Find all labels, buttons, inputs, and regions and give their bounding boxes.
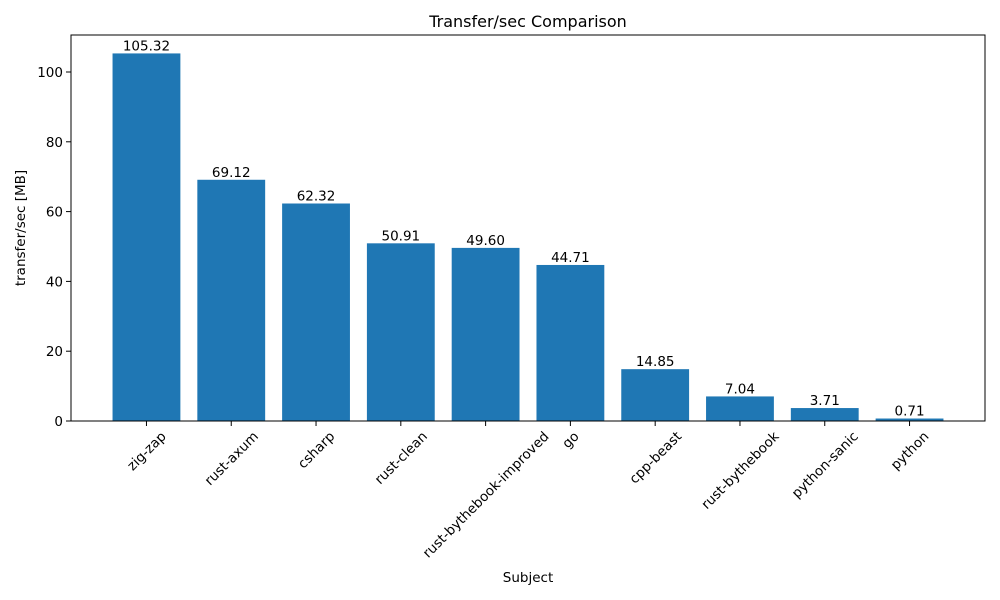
x-tick-label: go <box>559 429 582 452</box>
data-label: 7.04 <box>725 381 755 397</box>
bar-cpp-beast <box>621 369 690 421</box>
y-tick-label: 0 <box>54 414 63 430</box>
data-label: 0.71 <box>895 404 925 420</box>
bar-rust-clean <box>366 243 435 421</box>
bar-zig-zap <box>112 53 181 421</box>
x-tick-label: rust-axum <box>202 429 262 489</box>
data-label: 49.60 <box>466 233 505 249</box>
x-tick-label: python <box>888 429 933 474</box>
y-tick-label: 100 <box>37 65 63 81</box>
bar-rust-bythebook-improved <box>451 247 520 421</box>
y-tick-label: 80 <box>46 135 63 151</box>
data-label: 14.85 <box>636 354 675 370</box>
data-label: 50.91 <box>381 228 420 244</box>
x-tick-label: cpp-beast <box>626 429 685 488</box>
bar-go <box>536 264 605 421</box>
bar-rust-bythebook <box>706 396 774 421</box>
x-tick-label: csharp <box>295 429 338 472</box>
data-label: 44.71 <box>551 250 590 266</box>
bar-rust-axum <box>197 179 266 421</box>
data-label: 69.12 <box>212 165 251 181</box>
bar-python <box>875 418 944 421</box>
x-tick-label: python-sanic <box>789 429 862 502</box>
bar-python-sanic <box>790 408 859 421</box>
x-tick-label: rust-clean <box>372 429 431 488</box>
data-label: 62.32 <box>297 188 336 204</box>
chart-title: Transfer/sec Comparison <box>428 12 627 31</box>
x-axis-label: Subject <box>503 570 553 586</box>
data-label: 3.71 <box>810 393 840 409</box>
x-tick-label: rust-bythebook-improved <box>420 429 553 562</box>
plot-frame <box>70 34 986 422</box>
bar-csharp <box>282 203 350 421</box>
y-axis-label: transfer/sec [MB] <box>13 170 29 286</box>
x-tick-label: zig-zap <box>124 429 169 474</box>
x-tick-label: rust-bythebook <box>698 429 782 513</box>
y-tick-label: 60 <box>46 205 63 221</box>
y-tick-label: 40 <box>46 274 63 290</box>
data-label: 105.32 <box>123 38 170 54</box>
y-tick-label: 20 <box>46 344 63 360</box>
